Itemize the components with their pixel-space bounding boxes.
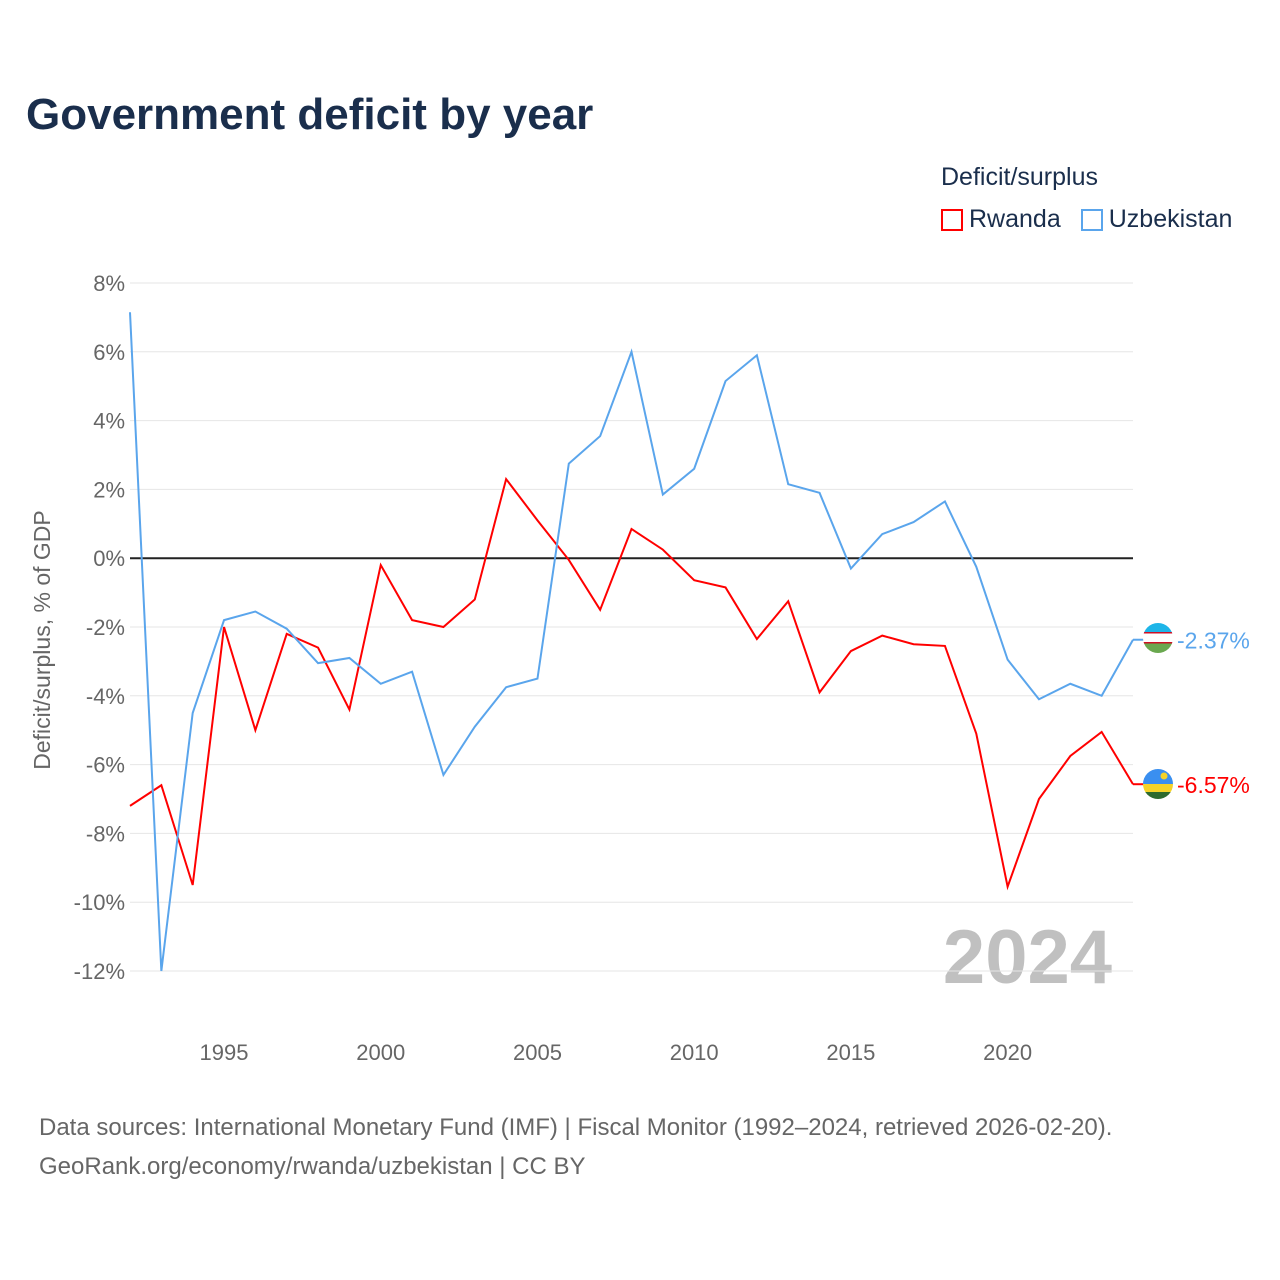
end-value-label-rwanda: -6.57% — [1177, 772, 1250, 798]
source-note: Data sources: International Monetary Fun… — [39, 1108, 1112, 1186]
legend-item-uzbekistan[interactable]: Uzbekistan — [1080, 205, 1233, 234]
rwanda-flag-icon — [1143, 769, 1173, 799]
y-tick-label: 2% — [93, 477, 125, 502]
y-tick-label: 0% — [93, 546, 125, 571]
source-line: Data sources: International Monetary Fun… — [39, 1114, 1113, 1141]
x-tick-label: 2005 — [513, 1040, 562, 1065]
legend-title: Deficit/surplus — [941, 163, 1098, 191]
legend-swatch-rwanda — [941, 208, 963, 231]
x-tick-label: 1995 — [200, 1040, 249, 1065]
source-link[interactable]: GeoRank.org/economy/rwanda/uzbekistan | … — [39, 1153, 586, 1180]
y-tick-label: -4% — [86, 684, 125, 709]
legend-item-rwanda[interactable]: Rwanda — [941, 205, 1061, 234]
year-watermark: 2024 — [943, 915, 1112, 1000]
chart-title: Government deficit by year — [26, 90, 594, 139]
y-tick-label: 8% — [93, 271, 125, 296]
legend-label: Rwanda — [969, 205, 1061, 233]
legend-label: Uzbekistan — [1108, 205, 1233, 233]
uzbekistan-flag-icon — [1143, 623, 1173, 653]
x-tick-label: 2020 — [983, 1040, 1032, 1065]
y-tick-label: -8% — [86, 821, 125, 846]
y-tick-label: 6% — [93, 340, 125, 365]
x-tick-label: 2010 — [670, 1040, 719, 1065]
y-tick-label: -12% — [74, 959, 125, 984]
legend-swatch-uzbekistan — [1080, 208, 1103, 231]
y-tick-label: -10% — [74, 890, 125, 915]
series-line-rwanda — [129, 476, 1134, 891]
y-tick-label: 4% — [93, 409, 125, 434]
series-line-uzbekistan — [129, 312, 1134, 972]
legend: Rwanda Uzbekistan — [941, 205, 1232, 234]
end-value-label-uzbekistan: -2.37% — [1177, 628, 1250, 654]
y-tick-label: -2% — [86, 615, 125, 640]
x-tick-label: 2000 — [356, 1040, 405, 1065]
x-tick-label: 2015 — [826, 1040, 875, 1065]
y-tick-label: -6% — [86, 753, 125, 778]
y-axis-label: Deficit/surplus, % of GDP — [29, 510, 55, 769]
